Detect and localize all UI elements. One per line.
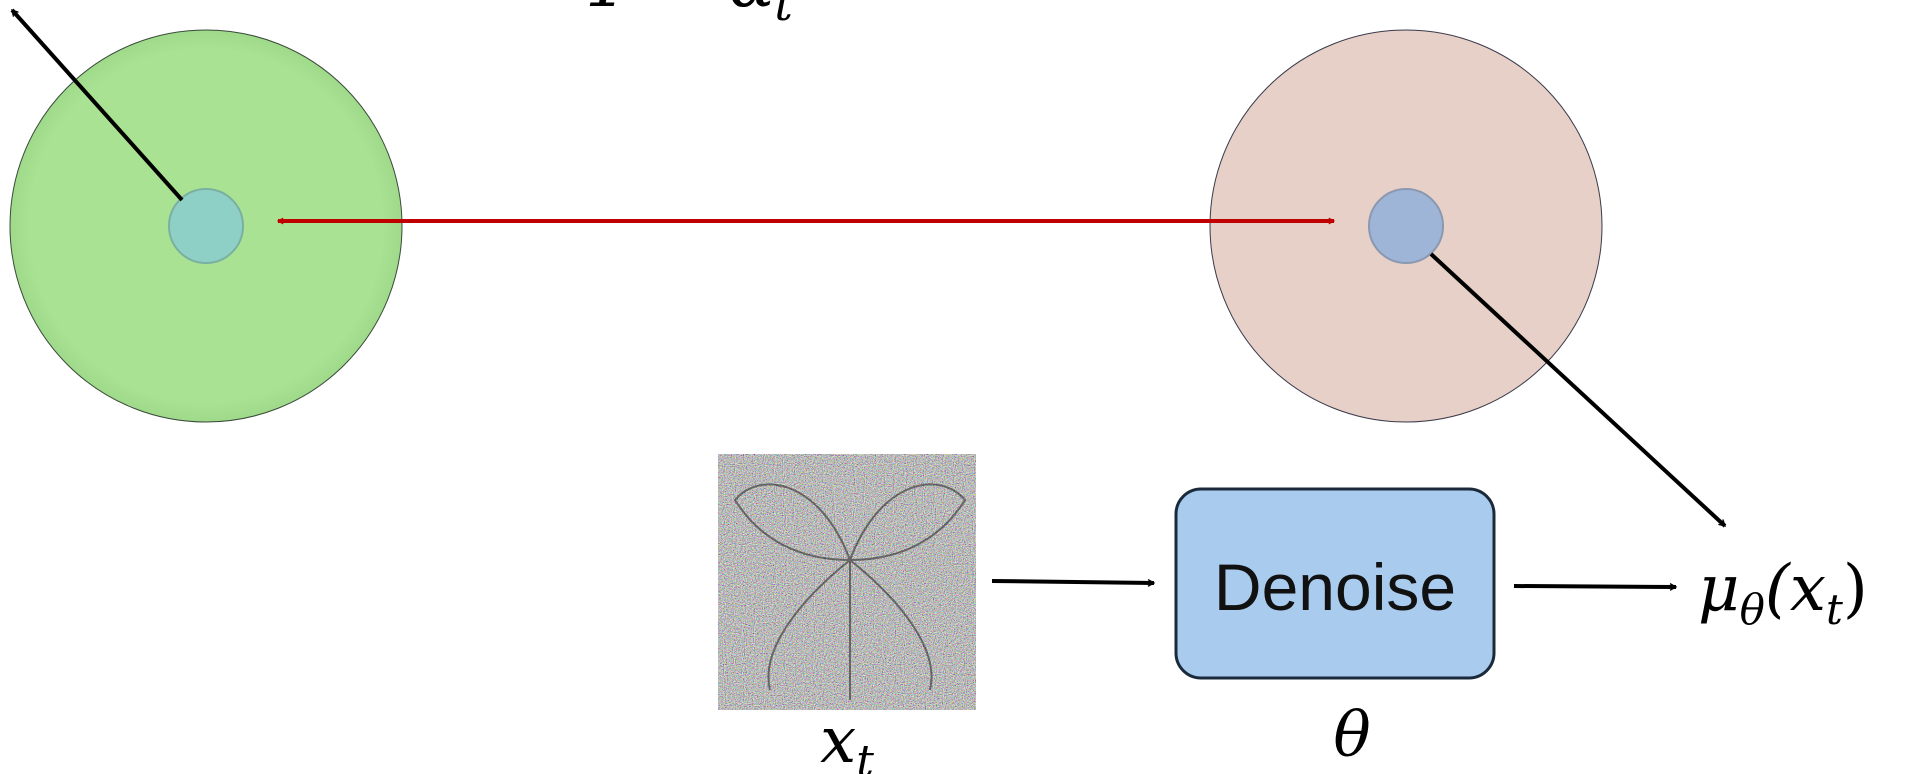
output-label-sub: θ [1740, 585, 1765, 634]
output-label: μθ(xt) [1698, 552, 1868, 634]
denoise-label: Denoise [1214, 550, 1456, 624]
image-label-base: x [820, 704, 856, 774]
output-label-base: μ [1698, 552, 1740, 626]
variance-label-base: 1 − α [585, 0, 774, 23]
output-arrow [1514, 586, 1676, 587]
noisy-image [718, 454, 976, 710]
variance-label: 1 − αt [585, 0, 793, 31]
diagram: 1 − αt xt Denoise θ μθ(xt) [0, 0, 1926, 774]
param-label: θ [1333, 698, 1370, 771]
variance-label-sub: t [774, 0, 793, 31]
output-label-open: (x [1765, 552, 1826, 626]
output-label-sub2: t [1826, 585, 1843, 634]
predicted-mean [1369, 189, 1443, 263]
image-label-sub: t [856, 736, 874, 774]
image-label: xt [820, 704, 874, 774]
output-label-close: ) [1843, 552, 1868, 626]
input-arrow [992, 581, 1154, 583]
